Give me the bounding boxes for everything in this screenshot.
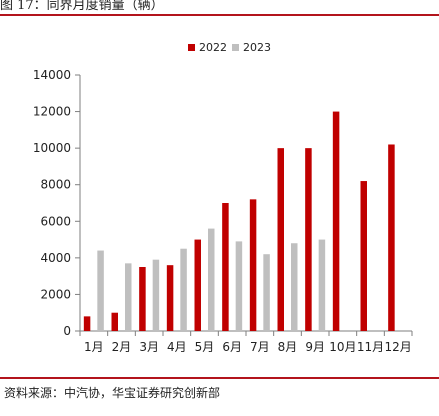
bar-2022-8月: [277, 148, 284, 331]
legend: 2022 2023: [188, 41, 271, 54]
bar-2023-4月: [180, 248, 187, 331]
x-tick-label: 6月: [222, 340, 242, 354]
bar-2022-3月: [139, 267, 146, 331]
figure-title: 图 17：同界月度销量（辆）: [0, 0, 164, 13]
bar-2023-5月: [208, 228, 215, 331]
source-note: 资料来源：中汽协，华宝证券研究创新部: [4, 386, 221, 400]
y-tick-label: 2000: [40, 287, 71, 301]
x-tick-label: 3月: [139, 340, 159, 354]
bar-2022-12月: [388, 144, 395, 331]
bar-2023-7月: [263, 254, 270, 331]
y-axis: 0 2000 4000 6000 8000 10000 12000 14000: [33, 68, 81, 338]
y-tick-label: 12000: [33, 105, 71, 119]
y-tick-label: 4000: [40, 251, 71, 265]
bar-2023-8月: [291, 243, 298, 331]
bar-2023-6月: [235, 241, 243, 331]
x-tick-label: 12月: [385, 340, 412, 354]
bar-2022-4月: [166, 265, 174, 331]
bar-2022-6月: [222, 203, 229, 331]
bar-2023-9月: [318, 239, 326, 331]
legend-label-2022: 2022: [199, 41, 227, 54]
bar-2022-9月: [305, 148, 312, 331]
bar-2023-2月: [125, 263, 132, 331]
bottom-rule: [0, 377, 439, 379]
y-tick-label: 0: [63, 324, 71, 338]
bar-chart: 2022 2023 0 2000 4000 6000 8000 10000 12000 1400…: [33, 41, 413, 354]
x-tick-label: 7月: [250, 340, 270, 354]
bar-2022-11月: [360, 181, 367, 331]
bar-2022-2月: [111, 312, 118, 331]
y-tick-label: 8000: [40, 178, 71, 192]
bars: [83, 111, 395, 331]
bar-2022-7月: [249, 199, 257, 331]
legend-swatch-2023: [232, 44, 239, 51]
x-tick-label: 4月: [167, 340, 187, 354]
x-tick-label: 9月: [305, 340, 325, 354]
y-tick-label: 10000: [33, 141, 71, 155]
x-tick-label: 1月: [84, 340, 104, 354]
legend-label-2023: 2023: [243, 41, 271, 54]
top-rule: [0, 14, 439, 16]
x-tick-label: 8月: [278, 340, 298, 354]
bar-2023-1月: [97, 250, 104, 331]
x-tick-label: 10月: [329, 340, 356, 354]
x-tick-label: 2月: [112, 340, 132, 354]
x-tick-label: 5月: [195, 340, 215, 354]
x-tick-label: 11月: [357, 340, 384, 354]
bar-2022-10月: [332, 111, 340, 331]
bar-2022-5月: [194, 239, 201, 331]
bar-2022-1月: [83, 316, 91, 331]
y-tick-label: 6000: [40, 214, 71, 228]
bar-2023-3月: [152, 259, 160, 331]
legend-swatch-2022: [188, 44, 195, 51]
y-tick-label: 14000: [33, 68, 71, 82]
x-axis: 1月 2月 3月 4月 5月 6月 7月 8月 9月 10月 11月 12月: [79, 330, 413, 354]
